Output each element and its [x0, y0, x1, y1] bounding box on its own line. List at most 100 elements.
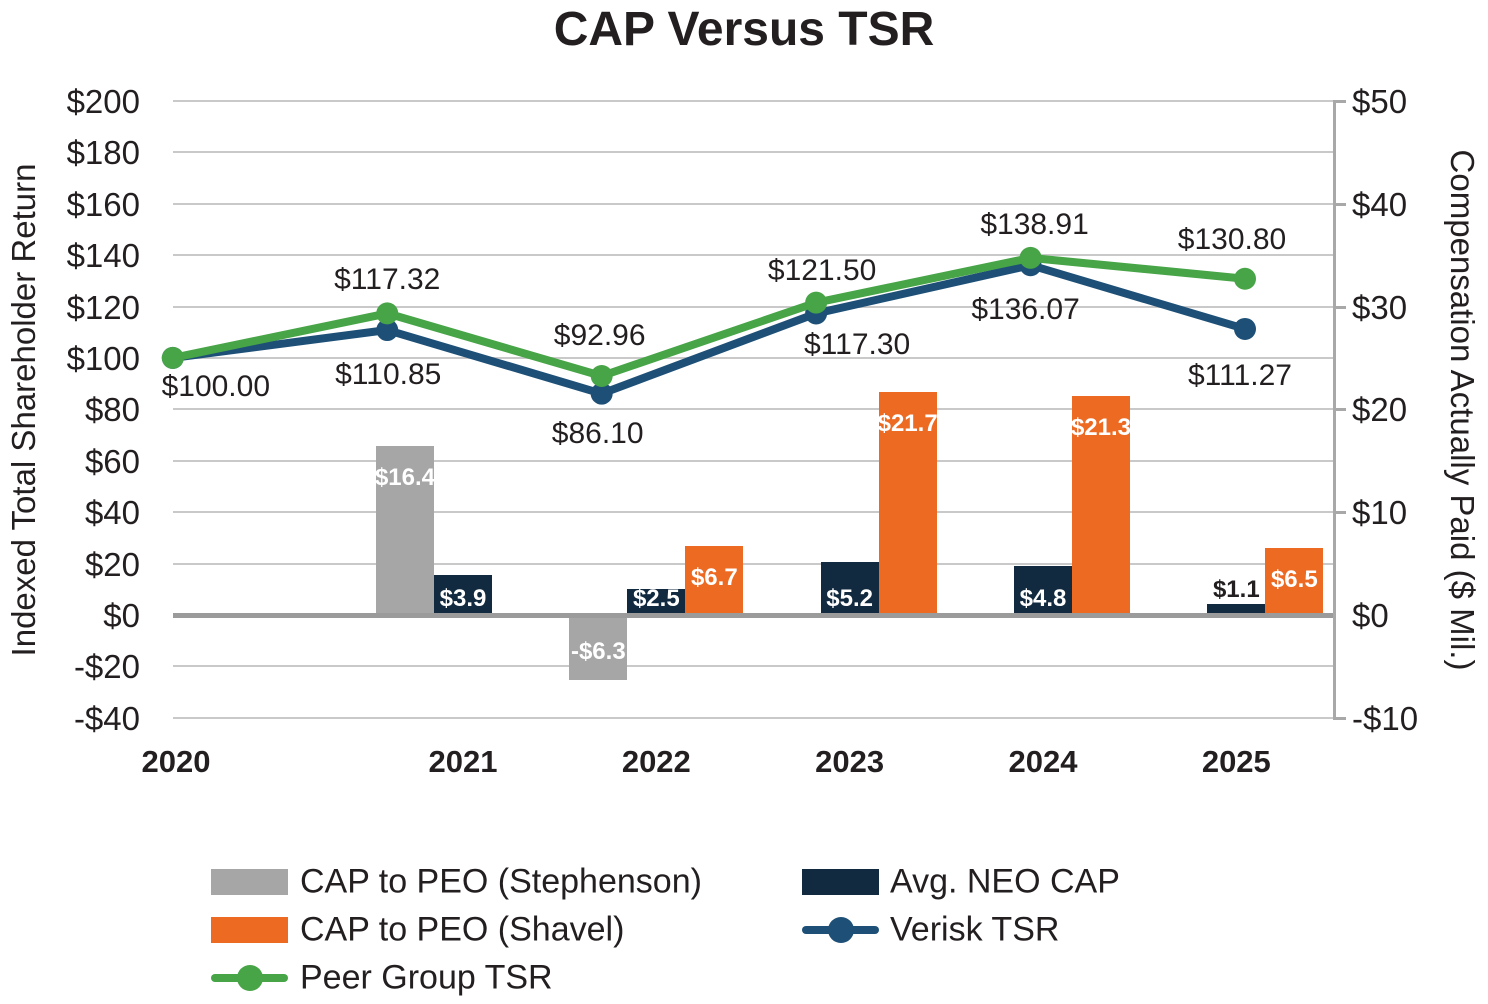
bar-avg-neo-cap [627, 589, 686, 615]
left-axis-tick-label: $180 [66, 134, 140, 172]
bar-avg-neo-cap [820, 561, 879, 615]
left-axis-tick-label: $60 [84, 442, 140, 480]
gridline [173, 511, 1333, 514]
line-data-label: $110.85 [335, 358, 442, 392]
verisk-tsr-marker [1234, 317, 1256, 340]
left-axis-tick-label: $20 [84, 545, 140, 583]
verisk-tsr-marker [376, 319, 399, 342]
bar-value-label: $2.5 [632, 585, 680, 612]
bar-cap-to-peo-shavel- [685, 546, 744, 615]
gridline [173, 254, 1333, 257]
bar-cap-to-peo-stephenson- [375, 446, 434, 615]
left-axis-tick-label: $80 [84, 391, 140, 429]
right-axis-tick-label: $20 [1352, 391, 1408, 429]
bar-cap-to-peo-shavel- [878, 391, 937, 615]
right-axis-tick [1333, 202, 1346, 206]
gridline [173, 151, 1333, 154]
bar-value-label: -$6.3 [570, 637, 626, 665]
peer-group-tsr-marker [161, 346, 184, 369]
bar-value-label: $6.5 [1270, 566, 1318, 594]
legend-bar-swatch [211, 869, 288, 895]
legend-label: Peer Group TSR [300, 958, 553, 997]
bar-value-label: $5.2 [826, 585, 873, 612]
legend-label: CAP to PEO (Stephenson) [300, 862, 702, 901]
legend-bar-swatch [802, 869, 879, 895]
peer-group-tsr-line [168, 253, 1249, 381]
line-data-label: $117.32 [334, 263, 441, 297]
bar-avg-neo-cap [433, 574, 492, 615]
legend-line-swatch [802, 917, 879, 943]
right-axis-tick-label: $40 [1352, 185, 1408, 223]
x-axis-year-label: 2022 [621, 744, 691, 779]
bar-value-label: $3.9 [439, 585, 487, 612]
gridline [173, 562, 1333, 565]
left-axis-tick-label: $160 [66, 185, 140, 223]
left-axis-tick-label: $140 [66, 237, 140, 275]
line-data-label: $92.96 [553, 319, 646, 353]
left-axis-tick-label: $200 [66, 82, 140, 120]
gridline [173, 305, 1333, 308]
peer-group-tsr-marker [1019, 246, 1042, 269]
line-data-label: $117.30 [804, 328, 911, 362]
right-axis-tick [1333, 99, 1346, 103]
line-data-label: $136.07 [971, 293, 1080, 327]
bar-cap-to-peo-shavel- [1071, 395, 1130, 615]
bar-value-label: $21.7 [877, 409, 938, 437]
right-axis-tick-label: -$10 [1352, 699, 1419, 737]
bar-cap-to-peo-shavel- [1265, 548, 1324, 615]
bar-value-label: $4.8 [1019, 585, 1067, 612]
gridline [173, 99, 1333, 102]
peer-group-tsr-marker [805, 291, 828, 314]
legend-label: Verisk TSR [890, 910, 1060, 949]
left-axis-tick-label: $0 [103, 597, 140, 634]
line-data-label: $130.80 [1177, 222, 1287, 256]
line-data-label: $100.00 [161, 369, 271, 403]
chart-title: CAP Versus TSR [553, 3, 935, 56]
gridline [173, 459, 1333, 462]
right-axis-tick [1333, 511, 1346, 515]
legend-label: Avg. NEO CAP [890, 862, 1120, 901]
bar-value-label: $16.4 [374, 464, 436, 492]
bar-value-label: $6.7 [690, 564, 738, 592]
right-axis-tick-label: $30 [1352, 288, 1408, 326]
gridline [173, 356, 1333, 359]
verisk-tsr-line [168, 261, 1249, 398]
right-axis-tick [1333, 305, 1346, 309]
zero-gridline [173, 612, 1333, 618]
x-axis-year-label: 2021 [428, 744, 498, 779]
bar-value-label: $1.1 [1212, 575, 1260, 603]
gridline [173, 665, 1333, 668]
line-data-label: $121.50 [767, 253, 877, 287]
left-axis-tick-label: $100 [66, 339, 140, 377]
x-axis-year-label: 2023 [815, 744, 885, 779]
line-data-label: $86.10 [551, 416, 644, 450]
legend-bar-swatch [211, 917, 288, 943]
peer-group-tsr-marker [376, 302, 399, 325]
line-data-label: $138.91 [980, 207, 1089, 241]
right-axis-tick-label: $50 [1352, 82, 1408, 120]
legend-line-swatch [211, 965, 288, 991]
bar-avg-neo-cap [1013, 565, 1072, 615]
line-data-label: $111.27 [1188, 358, 1292, 392]
right-axis-tick-label: $10 [1352, 494, 1408, 532]
left-axis-tick-label: $120 [66, 288, 140, 326]
left-axis-tick-label: $40 [84, 494, 140, 532]
gridline [173, 716, 1333, 719]
bar-value-label: $21.3 [1070, 413, 1132, 441]
right-axis-tick [1333, 716, 1346, 720]
x-axis-year-label: 2024 [1008, 744, 1078, 779]
x-axis-year-label: 2025 [1201, 744, 1271, 779]
right-axis-tick [1333, 408, 1346, 412]
peer-group-tsr-marker [590, 365, 613, 388]
right-axis-tick-label: $0 [1352, 597, 1389, 634]
verisk-tsr-marker [590, 382, 613, 405]
gridline [173, 408, 1333, 411]
left-axis-tick-label: -$40 [73, 699, 140, 737]
bar-cap-to-peo-stephenson- [569, 615, 628, 680]
left-axis-tick-label: -$20 [73, 648, 140, 686]
bar-avg-neo-cap [1207, 603, 1266, 615]
legend-label: CAP to PEO (Shavel) [300, 910, 625, 949]
